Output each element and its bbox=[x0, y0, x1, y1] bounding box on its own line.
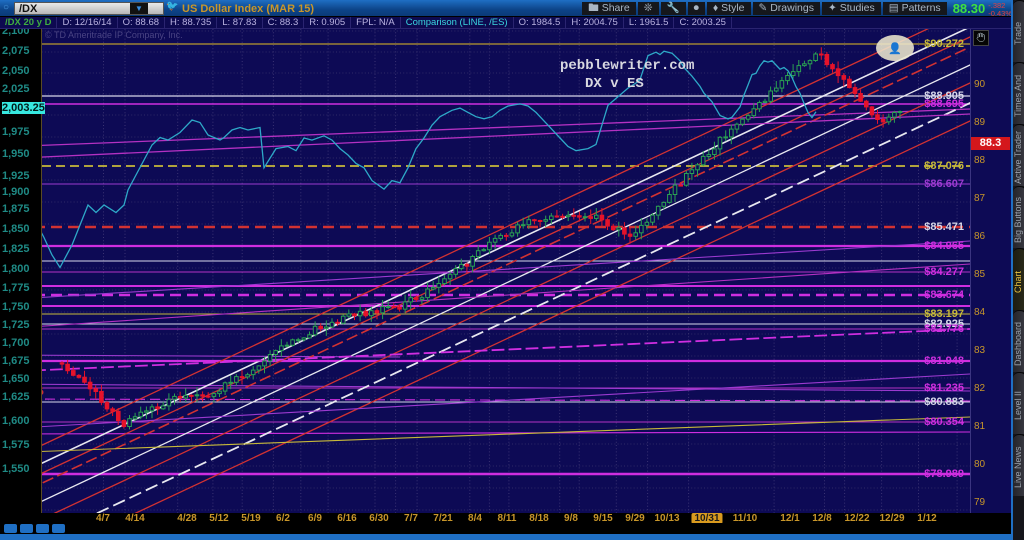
svg-text:DX v ES: DX v ES bbox=[585, 76, 644, 92]
svg-text:pebblewriter.com: pebblewriter.com bbox=[560, 58, 694, 74]
svg-text:👤: 👤 bbox=[888, 42, 902, 55]
